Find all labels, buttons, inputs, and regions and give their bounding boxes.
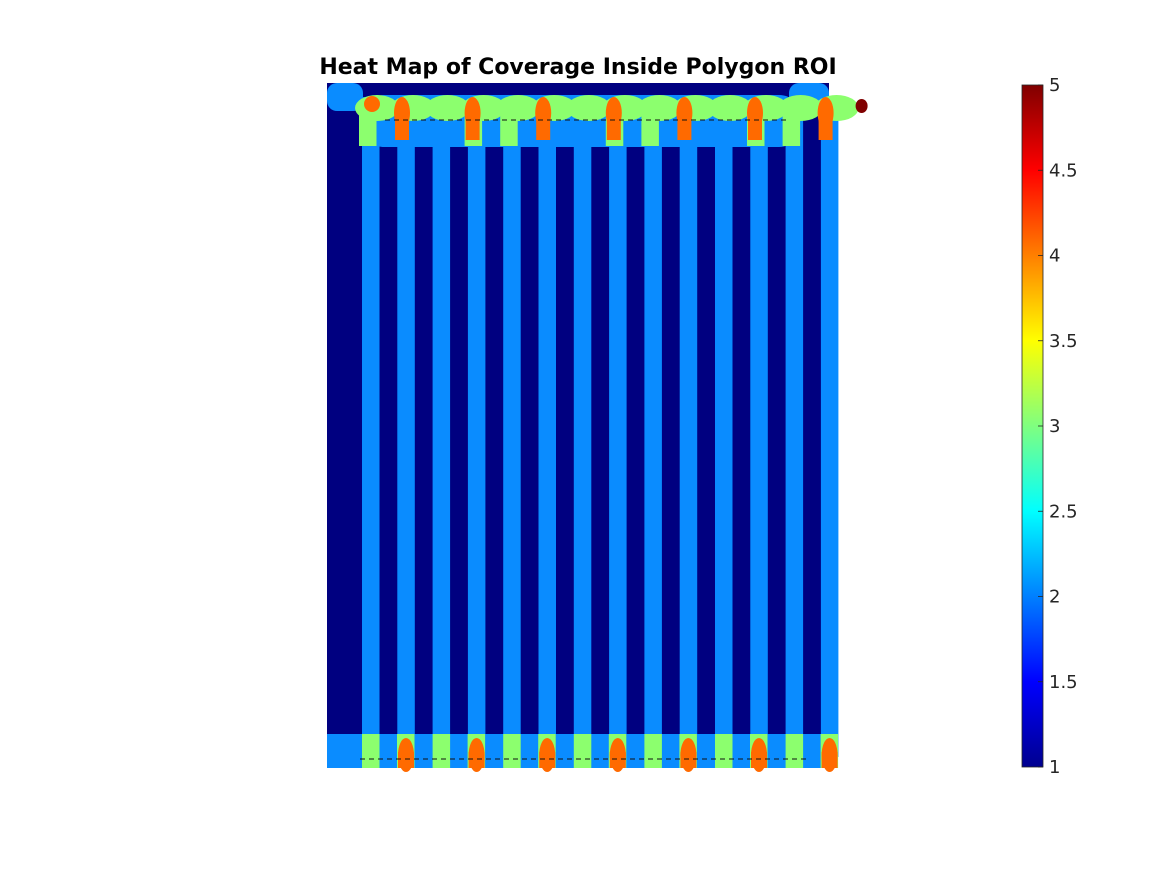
colorbar: 1 1.5 2 2.5 3 3.5 4 4.5 5 [1021,75,1078,778]
chart-title: Heat Map of Coverage Inside Polygon ROI [319,55,836,80]
top-left-cap [327,83,363,111]
coverage-stripe [503,97,521,757]
colorbar-tick-label: 4 [1049,246,1060,267]
coverage-stripe [820,97,839,757]
top-overlap-orange [395,110,409,140]
bottom-overlap-green [503,734,521,768]
colorbar-tick-label: 2.5 [1049,501,1078,522]
bottom-overlap-green [785,734,804,768]
top-overlap-blob [566,95,611,121]
bottom-overlap-orange [821,752,838,768]
coverage-stripe [362,97,380,757]
colorbar-tick-label: 1.5 [1049,672,1078,693]
coverage-stripe [432,97,451,757]
coverage-stripe [750,97,768,757]
colorbar-tick-label: 4.5 [1049,160,1078,181]
coverage-stripe [715,97,733,757]
top-overlap-green [641,112,659,146]
top-overlap-green [782,112,801,146]
coverage-stripe [538,97,556,757]
bottom-overlap-green [644,734,662,768]
top-overlap-orange [536,110,551,140]
top-overlap-orange [465,110,480,140]
coverage-stripe [609,97,627,757]
top-overlap-orange [818,110,833,140]
top-overlap-green [359,112,377,146]
colorbar-tick-label: 3.5 [1049,331,1078,352]
top-overlap-blob [708,95,752,121]
top-overlap-orange [364,96,380,112]
colorbar-tick-label: 3 [1049,416,1060,437]
bottom-overlap-orange [398,752,414,768]
colorbar-tick-label: 5 [1049,75,1060,96]
top-overlap-blob [425,95,470,121]
bottom-overlap-green [362,734,380,768]
top-overlap-max [855,99,868,113]
coverage-stripe [679,97,698,757]
coverage-stripe [644,97,662,757]
colorbar-ticks: 1 1.5 2 2.5 3 3.5 4 4.5 5 [1038,75,1078,778]
bottom-overlap-orange [539,752,556,768]
bottom-overlap-orange [680,752,697,768]
heatmap-plot-area [327,83,868,772]
top-overlap-orange [677,110,692,140]
bottom-overlap-green [573,734,592,768]
top-overlap-green [500,112,518,146]
bottom-overlap-orange [609,752,626,768]
coverage-stripe [467,97,486,757]
top-overlap-orange [748,110,762,140]
colorbar-tick-label: 1 [1049,757,1060,778]
top-overlap-orange [606,110,621,140]
colorbar-tick-label: 2 [1049,587,1060,608]
bottom-overlap-orange [468,752,485,768]
coverage-stripe [397,97,415,757]
bottom-overlap-orange [751,752,767,768]
bottom-overlap-green [715,734,733,768]
coverage-stripe [573,97,592,757]
bottom-overlap-green [432,734,451,768]
coverage-stripe [785,97,804,757]
